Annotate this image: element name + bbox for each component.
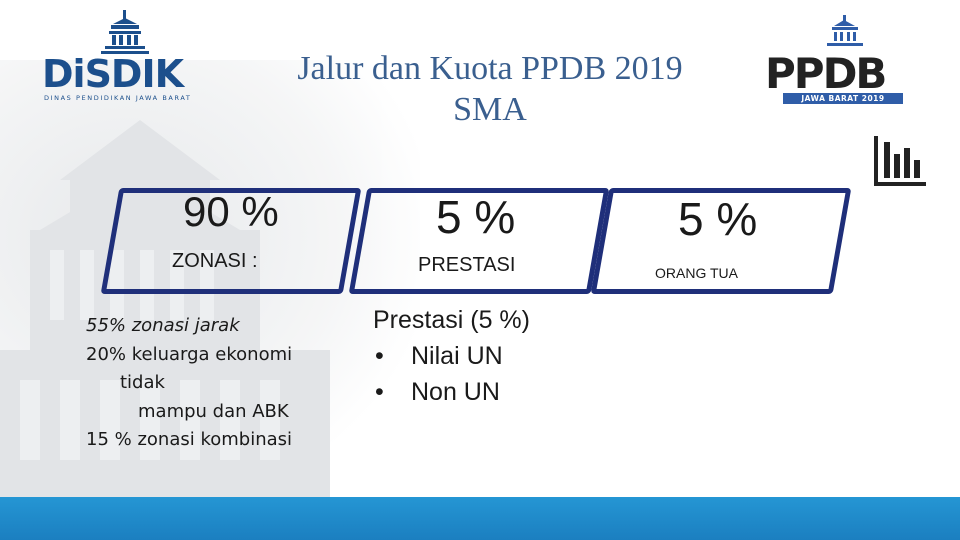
bullet-icon: • [375,378,384,406]
disdik-wordmark: DiSDIK [42,52,184,96]
background-building-watermark [0,60,420,500]
prestasi-bullet-text: Nilai UN [411,342,503,370]
orang-tua-percent: 5 % [678,193,758,245]
prestasi-bullet-text: Non UN [411,378,500,406]
zonasi-percent: 90 % [183,188,279,235]
prestasi-details: Prestasi (5 %) • Nilai UN • Non UN [373,302,633,410]
prestasi-percent: 5 % [436,191,516,243]
disdik-subtitle: DINAS PENDIDIKAN JAWA BARAT [44,94,192,102]
title-line-1: Jalur dan Kuota PPDB 2019 [297,50,683,87]
prestasi-details-title: Prestasi (5 %) [373,306,530,334]
zonasi-label: ZONASI : [172,250,258,272]
page-title: Jalur dan Kuota PPDB 2019 SMA [225,48,755,131]
zonasi-detail-item: 15 % zonasi kombinasi [86,429,293,450]
zonasi-details: 55% zonasi jarak 20% keluarga ekonomi ti… [86,312,336,455]
disdik-building-icon [101,10,149,54]
bar-chart-icon [874,136,926,186]
orang-tua-label: ORANG TUA [655,265,738,281]
zonasi-detail-item: tidak [120,372,165,393]
disdik-logo: DiSDIK DINAS PENDIDIKAN JAWA BARAT [40,10,192,102]
bottom-bar [0,497,960,540]
ppdb-wordmark: PPDB [765,49,887,98]
zonasi-detail-item: mampu dan ABK [138,400,289,422]
ppdb-logo: PPDB JAWA BARAT 2019 [765,15,925,105]
zonasi-detail-item: 20% keluarga ekonomi [86,343,293,365]
title-line-2: SMA [453,91,527,129]
bullet-icon: • [375,342,384,370]
prestasi-bullet-item: • Non UN [373,374,633,410]
prestasi-label: PRESTASI [418,254,516,276]
ppdb-band: JAWA BARAT 2019 [783,93,903,104]
prestasi-bullet-item: • Nilai UN [373,338,633,374]
zonasi-detail-item: 55% zonasi jarak [86,315,240,336]
ppdb-building-icon [827,15,863,46]
